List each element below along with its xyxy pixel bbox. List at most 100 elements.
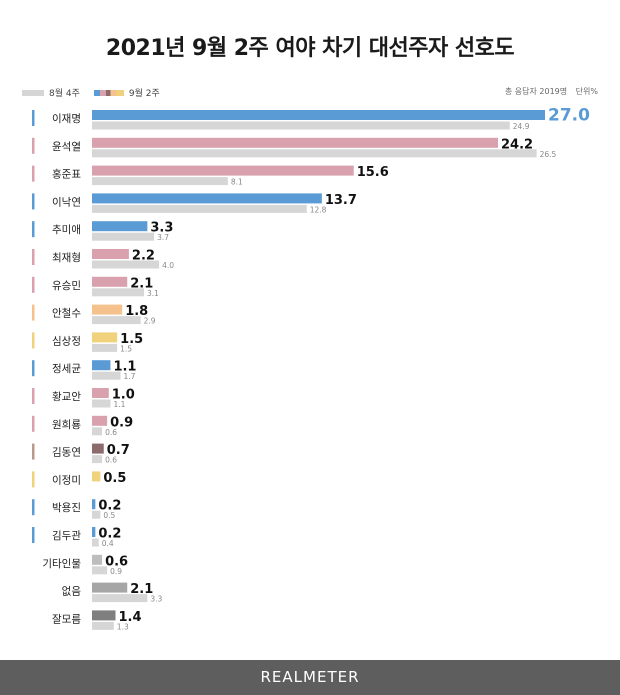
- data-label-current: 2.1: [130, 582, 153, 597]
- candidate-marker: [32, 527, 35, 543]
- category-label: 김동연: [52, 447, 81, 459]
- category-label: 심상정: [52, 335, 81, 347]
- data-label-current: 3.3: [150, 221, 173, 236]
- footer-brand: REALMETER: [0, 660, 620, 695]
- data-label-prev: 12.8: [310, 205, 327, 214]
- bar-prev: [92, 232, 155, 241]
- bar-prev: [92, 343, 118, 352]
- bar-prev: [92, 427, 103, 436]
- data-label-prev: 4.0: [162, 261, 174, 270]
- category-label: 이재명: [52, 113, 81, 125]
- bar-current: [92, 388, 109, 398]
- data-label-prev: 3.1: [147, 289, 159, 298]
- data-label-prev: 1.1: [113, 400, 125, 409]
- bar-current: [92, 332, 118, 343]
- candidate-marker: [32, 221, 35, 238]
- data-label-prev: 1.5: [120, 344, 132, 353]
- bar-prev: [92, 594, 148, 603]
- data-label-current: 0.6: [105, 554, 128, 569]
- bar-prev: [92, 177, 228, 186]
- data-label-current: 1.0: [112, 388, 135, 403]
- bar-prev: [92, 510, 101, 519]
- category-label: 윤석열: [52, 141, 81, 153]
- category-label: 정세균: [52, 363, 81, 375]
- bar-current: [92, 110, 545, 120]
- data-label-prev: 1.7: [124, 372, 136, 381]
- data-label-prev: 0.9: [110, 567, 122, 576]
- bar-current: [92, 415, 108, 426]
- category-label: 추미애: [52, 224, 81, 236]
- bar-current: [92, 137, 499, 148]
- data-label-current: 24.2: [501, 137, 533, 152]
- candidate-marker: [32, 165, 35, 182]
- candidate-marker: [32, 415, 35, 432]
- bar-current: [92, 221, 148, 232]
- data-label-prev: 26.5: [540, 150, 557, 159]
- data-label-current: 0.9: [110, 415, 133, 430]
- data-label-current: 27.0: [548, 106, 590, 126]
- legend-swatch-current: [93, 89, 124, 96]
- category-label: 황교안: [52, 391, 81, 403]
- bar-current: [92, 165, 354, 176]
- candidate-marker: [32, 499, 35, 516]
- category-label: 안철수: [52, 308, 81, 320]
- bar-prev: [92, 149, 537, 158]
- data-label-current: 2.2: [132, 249, 155, 264]
- candidate-marker: [32, 360, 35, 377]
- legend-swatch-prev: [22, 89, 44, 96]
- bar-prev: [92, 260, 160, 269]
- candidate-marker: [32, 304, 35, 321]
- legend-label-prev: 8월 4주: [49, 89, 80, 99]
- bar-prev: [92, 455, 103, 464]
- bar-prev: [92, 288, 145, 297]
- data-label-prev: 3.3: [150, 595, 162, 604]
- data-label-prev: 0.6: [105, 428, 117, 437]
- category-label: 유승민: [52, 280, 81, 292]
- bar-prev: [92, 316, 141, 325]
- data-label-current: 1.1: [113, 360, 136, 375]
- bar-prev: [92, 399, 111, 408]
- meta-info: 총 응답자 2019명 단위%: [499, 86, 598, 97]
- bar-current: [92, 360, 111, 371]
- category-label: 기타인물: [42, 558, 81, 570]
- bar-current: [92, 276, 128, 287]
- data-label-current: 15.6: [357, 165, 389, 180]
- bar-current: [92, 527, 96, 537]
- bar-prev: [92, 621, 114, 630]
- category-label: 이정미: [52, 474, 81, 486]
- data-label-current: 0.7: [107, 443, 130, 458]
- bar-current: [92, 304, 123, 315]
- bar-prev: [92, 371, 121, 380]
- bar-current: [92, 582, 128, 593]
- data-label-prev: 3.7: [157, 233, 169, 242]
- bar-current: [92, 499, 96, 510]
- category-label: 잘모름: [52, 613, 81, 625]
- category-label: 김두관: [52, 530, 81, 542]
- category-label: 박용진: [52, 502, 81, 514]
- data-label-prev: 1.3: [117, 622, 129, 631]
- candidate-marker: [32, 193, 35, 210]
- data-label-current: 1.8: [125, 304, 148, 319]
- candidate-marker: [32, 471, 35, 488]
- category-label: 홍준표: [52, 168, 81, 181]
- candidate-marker: [32, 249, 35, 265]
- data-label-prev: 24.9: [513, 122, 530, 131]
- legend-label-current: 9월 2주: [128, 89, 160, 99]
- bar-prev: [92, 538, 99, 547]
- candidate-marker: [32, 332, 35, 349]
- bar-current: [92, 193, 322, 204]
- bar-current: [92, 610, 116, 621]
- data-label-current: 13.7: [325, 193, 357, 208]
- candidate-marker: [32, 443, 35, 460]
- data-label-current: 2.1: [130, 276, 153, 291]
- data-label-current: 0.2: [98, 499, 121, 514]
- data-label-prev: 2.9: [144, 317, 156, 326]
- bar-current: [92, 554, 103, 565]
- page-title: 2021년 9월 2주 여야 차기 대선주자 선호도: [105, 36, 515, 61]
- bar-current: [92, 443, 104, 454]
- bar-prev: [92, 566, 108, 575]
- data-label-current: 1.5: [120, 332, 143, 347]
- data-label-prev: 0.6: [105, 456, 117, 465]
- category-label: 없음: [62, 585, 82, 598]
